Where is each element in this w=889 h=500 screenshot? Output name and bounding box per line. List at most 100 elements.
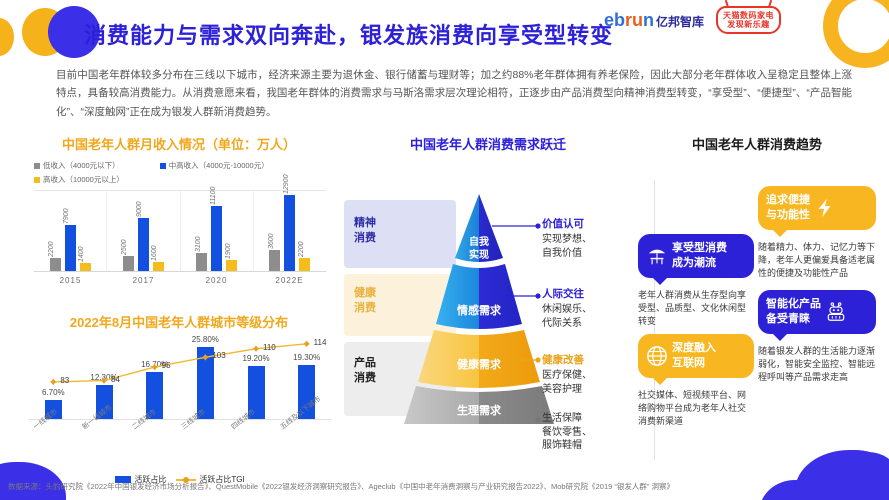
trend-card-enjoyment-bubble: 享受型消费 成为潮流 [638, 234, 754, 285]
city-tier-bar [44, 400, 62, 419]
chart1-title: 中国老年人群月收入情况（单位：万人） [61, 137, 296, 152]
trend-cards: 享受型消费 成为潮流 老年人群消费从生存型向享受型、品质型、文化休闲型转变 追求… [638, 162, 876, 480]
legend-label-active-tgi: 活跃占比TGI [199, 475, 245, 484]
left-column: 中国老年人群月收入情况（单位：万人） 低收入（4000元以下） 中高收入（400… [20, 134, 338, 484]
band-label-spiritual: 精神 消费 [354, 216, 376, 246]
income-bar: 9000 [136, 202, 149, 271]
trend-card-smart-products-title-line2: 备受青睐 [766, 312, 810, 325]
income-bar: 1600 [151, 245, 164, 271]
income-x-label: 2022E [275, 276, 304, 285]
income-x-label: 2015 [59, 276, 82, 285]
city-tier-chart: 6.70%12.30%16.70%25.80%19.20%19.30% 8384… [28, 324, 332, 484]
trend-card-enjoyment-desc: 老年人群消费从生存型向享受型、品质型、文化休闲型转变 [638, 289, 747, 326]
legend-item-active-share: 活跃占比 [115, 474, 166, 485]
trend-card-internet[interactable]: 深度融入 互联网 社交媒体、短视频平台、网络购物平台成为老年人社交消费新渠道 [638, 334, 754, 428]
tgi-point-label: 114 [313, 337, 327, 347]
callout-2-body: 休闲娱乐、 代际关系 [542, 303, 592, 330]
income-bar-value: 1900 [224, 243, 232, 259]
trend-card-convenience-desc: 随着精力、体力、记忆力等下降，老年人更偏爱具备适老属性的便捷及功能性产品 [758, 241, 876, 278]
city-tier-legend: 活跃占比 活跃占比TGI [28, 474, 332, 485]
band-label-spiritual-line2: 消费 [354, 231, 376, 244]
callout-2-heading: 人际交往 [542, 288, 584, 300]
band-label-health-line2: 消费 [354, 301, 376, 314]
city-tier-bar-label: 19.20% [242, 353, 270, 363]
trend-card-smart-products[interactable]: 智能化产品 备受青睐 [758, 290, 876, 384]
tgi-marker [202, 354, 209, 361]
legend-item-high-income: 高收入（10000元以上） [34, 174, 124, 185]
trend-card-enjoyment[interactable]: 享受型消费 成为潮流 老年人群消费从生存型向享受型、品质型、文化休闲型转变 [638, 234, 754, 328]
legend-label-high-income: 高收入（10000元以上） [43, 175, 124, 184]
income-bar: 1400 [78, 246, 91, 271]
trend-card-internet-bubble: 深度融入 互联网 [638, 334, 754, 385]
income-bar-value: 3100 [194, 236, 202, 252]
intro-paragraph: 目前中国老年群体较多分布在三线以下城市，经济来源主要为退休金、银行储蓄与理财等；… [56, 69, 852, 118]
city-tier-x-axis: 一线城市 新一线城市 二线城市 三线城市 四线城市 五线及以下城市 [28, 396, 332, 438]
income-bar-value: 7900 [63, 208, 71, 224]
trends-title: 中国老年人群消费趋势 [691, 137, 822, 152]
pyramid-level-health: 健康需求 [457, 359, 501, 371]
callout-life-security: 生活保障 餐饮零售、 服饰鞋帽 [542, 412, 592, 453]
callout-3-line2: 美容护理 [542, 383, 582, 395]
city-tier-bar [247, 365, 265, 419]
tmall-logo: 天猫数码家电 发现新乐趣 [716, 6, 781, 35]
legend-swatch-gray [34, 162, 40, 169]
trend-card-internet-title: 深度融入 互联网 [672, 341, 716, 371]
pyramid-level-emotional: 情感需求 [457, 305, 501, 317]
income-bar-value: 2500 [121, 239, 129, 256]
legend-item-active-tgi: 活跃占比TGI [176, 474, 245, 485]
income-x-label: 2017 [132, 276, 155, 285]
income-bar: 1900 [225, 243, 238, 271]
city-tier-bar [146, 372, 164, 419]
trend-card-smart-products-title-line1: 智能化产品 [766, 298, 821, 310]
income-bar: 3600 [268, 233, 281, 271]
city-tier-bar [298, 365, 316, 419]
income-x-label: 2020 [205, 276, 228, 285]
tgi-marker [50, 378, 57, 386]
ebrun-logo-part2: ru [624, 9, 643, 30]
trend-card-convenience[interactable]: 追求便捷 与功能性 随着精力、体力、记忆力等下降，老年人更偏爱具备适老属性的便捷… [758, 186, 876, 280]
pyramid-svg [404, 194, 554, 424]
city-tier-column: 19.20% [231, 324, 282, 419]
city-tier-plot: 6.70%12.30%16.70%25.80%19.20%19.30% 8384… [28, 324, 332, 436]
callout-3-body: 医疗保健、 美容护理 [542, 369, 592, 396]
city-tier-column: 12.30% [79, 324, 130, 419]
pyramid-title: 中国老年人群消费需求跃迁 [409, 137, 566, 152]
tgi-marker [252, 345, 260, 352]
callout-1-line2: 自我价值 [542, 247, 582, 259]
city-tier-bar-label: 12.30% [90, 372, 118, 382]
tgi-line-path [53, 343, 307, 383]
city-tier-column: 6.70% [28, 324, 79, 419]
tgi-point-label: 83 [60, 375, 70, 385]
band-label-health-line1: 健康 [354, 287, 376, 299]
trend-card-convenience-title-line1: 追求便捷 [766, 194, 810, 206]
band-label-product-line1: 产品 [354, 357, 376, 369]
ebrun-logo: eb ru n 亿邦智库 [604, 10, 704, 31]
callout-value-recognition: 价值认可 实现梦想、 自我价值 [542, 216, 592, 260]
tgi-line-series [50, 340, 310, 386]
income-bar-group: 3100 11100 1900 [181, 187, 254, 271]
band-label-health: 健康 消费 [354, 286, 376, 316]
legend-swatch-yellow [34, 176, 40, 183]
tgi-marker [303, 340, 310, 348]
legend-label-active-share: 活跃占比 [134, 475, 167, 484]
legend-label-low-income: 低收入（4000元以下） [43, 161, 120, 170]
income-bar-value: 2200 [48, 241, 56, 258]
needs-pyramid: 精神 消费 健康 消费 产品 消费 [344, 164, 632, 464]
city-tier-bar [95, 384, 113, 419]
pyramid-level-self-actualization: 自我 实现 [404, 236, 554, 262]
band-health [344, 274, 456, 336]
callout-4-body: 生活保障 餐饮零售、 服饰鞋帽 [542, 412, 592, 453]
legend-swatch-blue [159, 162, 166, 169]
legend-item-mid-income: 中高收入（4000元-10000元） [159, 160, 269, 171]
pyramid-level-physiological: 生理需求 [457, 405, 501, 417]
divider-line [654, 180, 655, 460]
trend-card-enjoyment-title-line1: 享受型消费 [672, 242, 727, 254]
trend-card-smart-products-bubble: 智能化产品 备受青睐 [758, 290, 876, 341]
income-bar-value: 9000 [136, 201, 144, 218]
callout-4-heading: 生活保障 [542, 413, 582, 424]
income-bar-value: 12900 [282, 174, 290, 195]
globe-icon [647, 345, 667, 366]
trend-card-enjoyment-title: 享受型消费 成为潮流 [672, 241, 727, 271]
callout-3-line1: 医疗保健、 [542, 370, 592, 381]
